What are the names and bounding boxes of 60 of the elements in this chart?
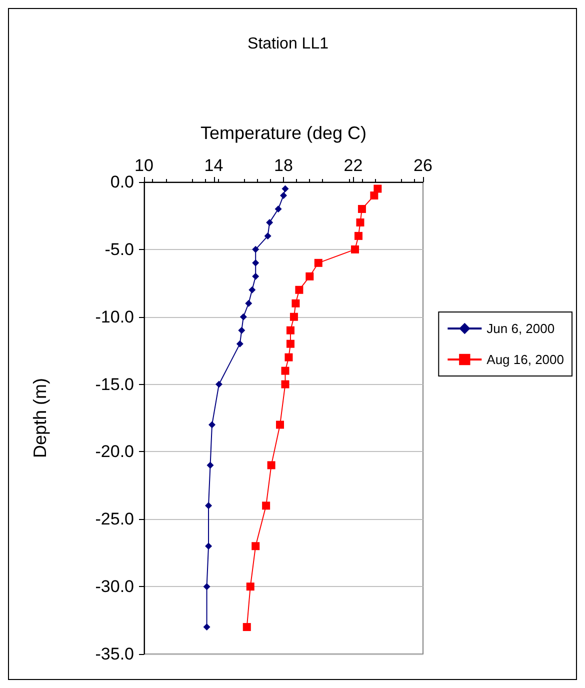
- point: [206, 462, 214, 469]
- point: [290, 312, 298, 321]
- point: [295, 286, 304, 294]
- x-tick-label: 26: [414, 156, 432, 175]
- y-tick-label: -30.0: [95, 577, 134, 596]
- x-axis-title: Temperature (deg C): [200, 123, 367, 143]
- y-tick-label: -15.0: [95, 374, 134, 394]
- point: [205, 542, 212, 550]
- point: [242, 623, 251, 632]
- legend-label: Jun 6, 2000: [486, 321, 555, 336]
- point: [354, 232, 362, 240]
- point: [281, 366, 290, 375]
- legend-label: Aug 16, 2000: [486, 352, 564, 367]
- point: [350, 245, 359, 254]
- point: [267, 461, 276, 470]
- y-tick-label: -20.0: [95, 442, 134, 462]
- x-tick-label: 22: [344, 156, 363, 175]
- point: [252, 542, 260, 550]
- point: [314, 258, 322, 267]
- point: [280, 192, 287, 199]
- x-tick-label: 18: [274, 156, 293, 175]
- point: [252, 259, 260, 266]
- point: [238, 326, 246, 334]
- point: [262, 502, 270, 510]
- point: [236, 340, 244, 348]
- y-tick-label: -35.0: [95, 644, 134, 664]
- point: [286, 340, 294, 348]
- point: [281, 380, 290, 388]
- point: [358, 204, 366, 213]
- y-tick-label: -5.0: [104, 240, 134, 259]
- point: [292, 299, 300, 308]
- chart-title: Station LL1: [248, 36, 329, 52]
- point: [282, 185, 289, 192]
- point: [306, 272, 314, 280]
- point: [203, 624, 210, 631]
- point: [252, 272, 260, 280]
- y-tick-label: 0.0: [110, 172, 134, 192]
- point: [252, 246, 260, 253]
- point: [240, 313, 247, 320]
- y-axis-title: Depth (m): [30, 378, 50, 458]
- point: [215, 380, 222, 388]
- point: [264, 232, 272, 240]
- x-tick-label: 14: [204, 156, 224, 175]
- point: [208, 421, 216, 428]
- point: [203, 583, 210, 590]
- point: [205, 502, 212, 510]
- y-tick-label: -10.0: [95, 307, 134, 326]
- y-tick-label: -25.0: [95, 510, 134, 529]
- point: [245, 300, 252, 307]
- point: [356, 218, 364, 226]
- point: [276, 420, 284, 429]
- point: [284, 353, 293, 362]
- point: [286, 326, 294, 334]
- point: [274, 205, 282, 212]
- point: [246, 582, 254, 591]
- point: [370, 191, 378, 200]
- point: [266, 218, 274, 226]
- point: [374, 184, 382, 193]
- point: [248, 286, 256, 294]
- x-tick-label: 10: [134, 156, 154, 175]
